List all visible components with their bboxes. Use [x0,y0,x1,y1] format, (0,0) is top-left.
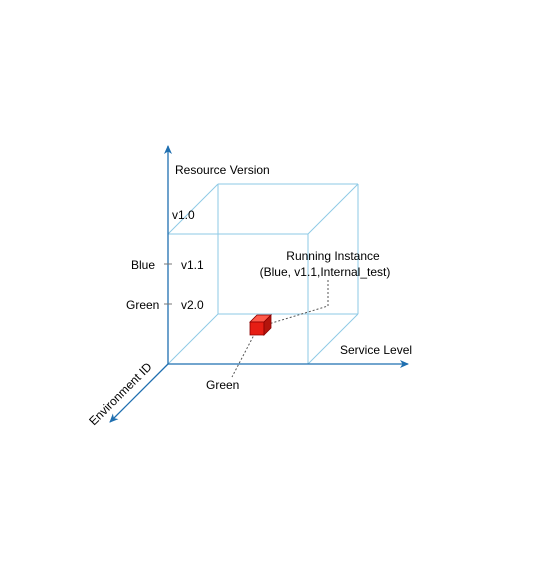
diagonal-axis [109,363,169,423]
callout-title: Running Instance [286,249,380,263]
running-instance-cube [249,314,272,336]
instance-front-face [249,321,265,336]
env-tick-blue: Blue [131,258,155,272]
callout-subtitle: (Blue, v1.1,Internal_test) [260,265,391,279]
ground-projection-leader [231,332,256,378]
vertical-axis-label: Resource Version [175,163,270,177]
version-tick-v1-0: v1.0 [172,208,195,222]
version-tick-v2-0: v2.0 [181,298,204,312]
horizontal-axis-label: Service Level [340,343,412,357]
axis-ticks [164,263,172,305]
instance-side-face [263,314,272,336]
version-tick-v1-1: v1.1 [181,258,204,272]
bottom-green-label: Green [206,378,239,392]
callout-leader [261,280,329,327]
cube-edge [167,313,219,365]
cube-edge [167,183,219,235]
cube-edge [307,313,359,365]
cube-edge [307,183,359,235]
leader-lines [231,280,329,378]
env-tick-green: Green [126,298,159,312]
axes [109,145,409,423]
cube-wireframe [167,183,359,365]
diagonal-axis-label: Environment ID [86,360,155,429]
